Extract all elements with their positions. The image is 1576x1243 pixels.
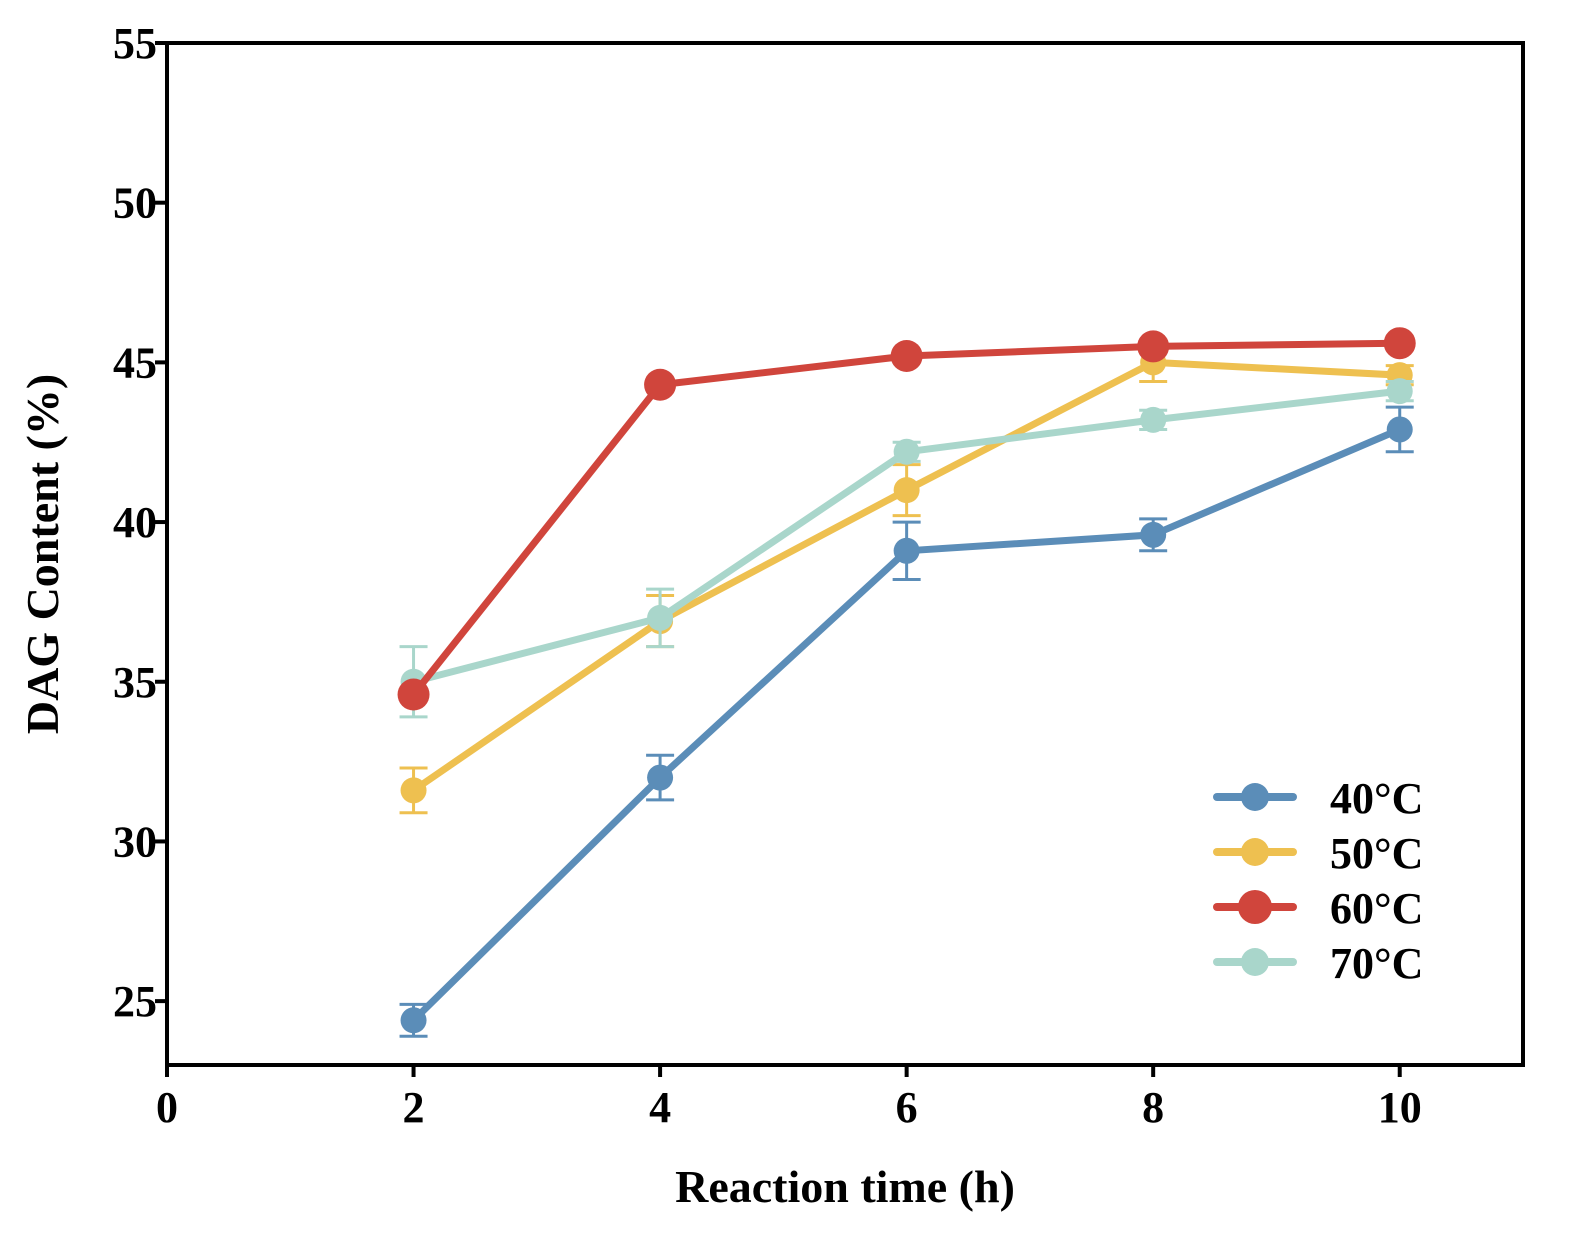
legend-label: 60°C [1330,884,1423,933]
data-point [397,678,430,711]
data-point [647,764,674,791]
y-axis-title: DAG Content (%) [17,374,68,734]
legend-item-50C: 50°C [1213,829,1423,878]
legend-label: 70°C [1330,939,1423,988]
legend-label: 50°C [1330,829,1423,878]
y-tick-label: 45 [113,338,157,387]
data-point [644,368,677,401]
data-point [890,339,923,372]
y-tick-label: 40 [113,498,157,547]
y-tick-label: 30 [113,817,157,866]
data-point [893,438,920,465]
series-line [410,425,1404,1024]
data-point [1383,327,1416,360]
x-tick-label: 4 [649,1083,671,1132]
series-60C [397,327,1416,711]
legend-item-60C: 60°C [1213,884,1423,933]
data-point [1140,406,1167,433]
data-point [1137,330,1170,363]
x-tick-label: 2 [403,1083,425,1132]
data-point [400,777,427,804]
data-point [647,604,674,631]
legend: 40°C 50°C 60°C 70°C [1213,774,1423,988]
data-point [1386,416,1413,443]
x-tick-label: 10 [1378,1083,1422,1132]
y-tick-label: 50 [113,179,157,228]
data-point [1386,378,1413,405]
legend-label: 40°C [1330,774,1423,823]
data-point [1140,521,1167,548]
legend-swatch-marker [1241,948,1269,976]
data-point [893,477,920,504]
data-point [893,537,920,564]
axis-ticks: 0 2 4 6 8 10 25 30 35 40 45 50 55 [113,19,1422,1132]
legend-swatch-marker [1241,783,1269,811]
x-axis-title: Reaction time (h) [675,1161,1015,1212]
series-layer [397,327,1416,1038]
plot-frame [165,41,1525,1067]
legend-item-70C: 70°C [1213,939,1423,988]
legend-item-40C: 40°C [1213,774,1423,823]
legend-swatch-marker [1238,890,1272,924]
legend-swatch-marker [1241,838,1269,866]
x-tick-label: 0 [156,1083,178,1132]
data-point [400,1007,427,1034]
y-tick-label: 55 [113,19,157,68]
x-tick-label: 8 [1142,1083,1164,1132]
y-tick-label: 25 [113,977,157,1026]
x-tick-label: 6 [896,1083,918,1132]
series-40C [399,405,1414,1038]
y-tick-label: 35 [113,658,157,707]
